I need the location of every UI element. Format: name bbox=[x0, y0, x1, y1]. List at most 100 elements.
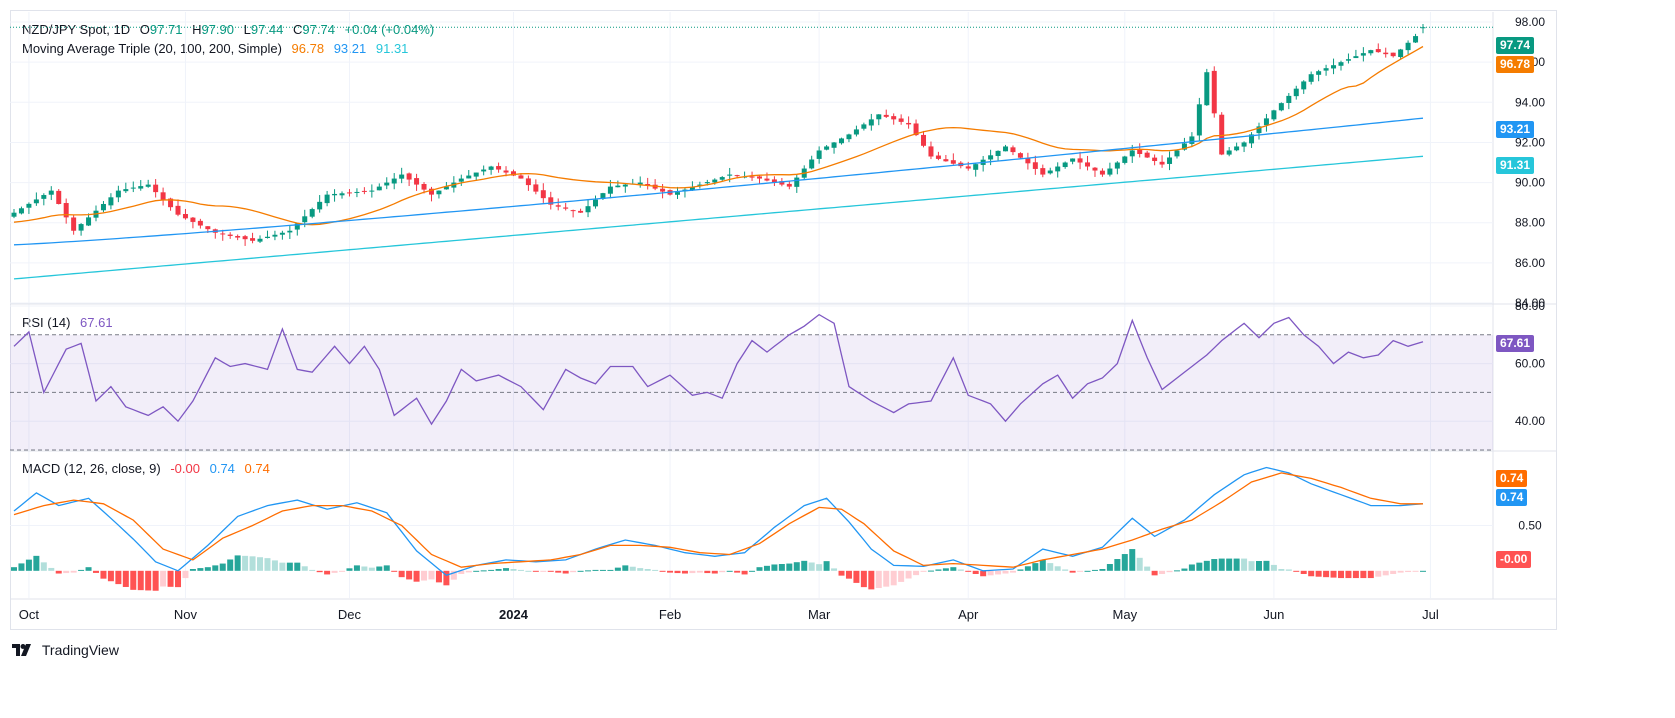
candle-body bbox=[1263, 118, 1269, 126]
candle-body bbox=[734, 175, 740, 177]
macd-histogram-bar bbox=[875, 570, 882, 589]
open-label: O bbox=[139, 22, 150, 37]
macd-histogram-bar bbox=[1337, 570, 1344, 579]
candle-body bbox=[1204, 72, 1210, 106]
macd-histogram-bar bbox=[1062, 569, 1069, 571]
tradingview-logo-icon[interactable] bbox=[12, 642, 38, 658]
candle-body bbox=[898, 118, 904, 122]
candle-body bbox=[369, 190, 375, 192]
macd-histogram-group bbox=[11, 549, 1426, 591]
macd-histogram-bar bbox=[1054, 566, 1061, 571]
ma-label[interactable]: Moving Average Triple (20, 100, 200, Sim… bbox=[22, 41, 282, 56]
candle-body bbox=[1017, 153, 1023, 158]
macd-histogram-bar bbox=[920, 570, 927, 572]
candle-body bbox=[1032, 162, 1038, 169]
macd-histogram-bar bbox=[913, 570, 920, 576]
candle-body bbox=[279, 232, 285, 235]
candle-body bbox=[153, 184, 159, 193]
macd-histogram-bar bbox=[18, 563, 25, 571]
macd-histogram-bar bbox=[1002, 570, 1009, 574]
candle-body bbox=[510, 171, 516, 176]
macd-histogram-bar bbox=[189, 569, 196, 571]
macd-histogram-bar bbox=[33, 555, 40, 571]
candle-body bbox=[1055, 166, 1061, 172]
macd-histogram-bar bbox=[301, 566, 308, 571]
candle-body bbox=[995, 150, 1001, 156]
candle-body bbox=[913, 123, 919, 136]
brand-name[interactable]: TradingView bbox=[41, 642, 119, 658]
macd-histogram-bar bbox=[1106, 564, 1113, 571]
candle-body bbox=[242, 236, 248, 240]
macd-histogram-bar bbox=[659, 570, 666, 572]
candle-body bbox=[1331, 65, 1337, 69]
y-tick-label: 92.00 bbox=[1515, 135, 1545, 149]
x-tick-label: Nov bbox=[174, 607, 198, 622]
candle-body bbox=[988, 155, 994, 160]
candle-body bbox=[324, 194, 330, 204]
macd-histogram-bar bbox=[1196, 562, 1203, 571]
candle-body bbox=[414, 178, 420, 185]
y-tick-label: 98.00 bbox=[1515, 15, 1545, 29]
macd-histogram-bar bbox=[741, 570, 748, 575]
x-tick-label: 2024 bbox=[499, 607, 529, 622]
macd-histogram-bar bbox=[480, 570, 487, 572]
macd-histogram-bar bbox=[48, 567, 55, 571]
macd-value: 0.74 bbox=[209, 461, 235, 476]
candle-body bbox=[1323, 68, 1329, 71]
candle-body bbox=[891, 116, 897, 120]
candle-body bbox=[1301, 81, 1307, 90]
candle-body bbox=[928, 146, 934, 157]
macd-histogram-bar bbox=[719, 570, 726, 573]
macd-histogram-bar bbox=[763, 565, 770, 571]
symbol-label[interactable]: NZD/JPY Spot, 1D bbox=[22, 22, 131, 37]
y-tick-label: 88.00 bbox=[1515, 216, 1545, 230]
candle-body bbox=[1338, 62, 1344, 66]
candle-body bbox=[764, 178, 770, 181]
macd-label[interactable]: MACD (12, 26, close, 9) bbox=[22, 461, 161, 476]
macd-histogram-bar bbox=[107, 570, 114, 582]
candle-body bbox=[339, 193, 345, 196]
macd-histogram-bar bbox=[1323, 570, 1330, 578]
candle-body bbox=[220, 233, 226, 235]
macd-histogram-bar bbox=[905, 570, 912, 579]
macd-signal-line bbox=[13, 472, 1423, 568]
macd-histogram-bar bbox=[1248, 561, 1255, 571]
macd-histogram-bar bbox=[1420, 570, 1426, 572]
candle-body bbox=[883, 114, 889, 117]
candle-body bbox=[1375, 49, 1381, 53]
macd-histogram-bar bbox=[1293, 570, 1300, 572]
macd-histogram-bar bbox=[562, 570, 569, 574]
candle-body bbox=[600, 193, 606, 199]
candle-body bbox=[816, 150, 822, 159]
candle-body bbox=[436, 190, 442, 195]
macd-histogram-bar bbox=[868, 570, 875, 590]
macd-histogram-bar bbox=[63, 570, 70, 574]
macd-histogram-bar bbox=[704, 570, 711, 574]
candles-group bbox=[11, 24, 1426, 246]
candle-body bbox=[391, 178, 397, 184]
macd-histogram-bar bbox=[749, 570, 756, 572]
macd-histogram-bar bbox=[1345, 570, 1352, 579]
candle-body bbox=[749, 176, 755, 178]
candle-body bbox=[287, 230, 293, 233]
candle-body bbox=[779, 181, 785, 185]
macd-histogram-bar bbox=[234, 555, 241, 571]
macd-histogram-bar bbox=[85, 567, 92, 571]
macd-histogram-bar bbox=[115, 570, 122, 585]
candle-body bbox=[1047, 170, 1053, 174]
macd-histogram-bar bbox=[1405, 570, 1412, 573]
candle-body bbox=[935, 155, 941, 159]
macd-histogram-bar bbox=[734, 570, 741, 573]
rsi-label[interactable]: RSI (14) bbox=[22, 315, 71, 330]
macd-histogram-bar bbox=[316, 570, 323, 573]
candle-body bbox=[1196, 104, 1202, 136]
x-tick-label: Jul bbox=[1422, 607, 1439, 622]
macd-histogram-bar bbox=[1211, 559, 1218, 571]
macd-histogram-bar bbox=[70, 570, 77, 573]
macd-histogram-bar bbox=[808, 562, 815, 571]
macd-histogram-bar bbox=[1069, 570, 1076, 573]
macd-histogram-bar bbox=[898, 570, 905, 582]
ma100-price-tag: 93.21 bbox=[1496, 121, 1535, 138]
macd-histogram-bar bbox=[637, 568, 644, 571]
chart-svg[interactable]: Oct Nov Dec 2024 Feb Mar Apr May Jun Jul 84.00 86.0… bbox=[0, 0, 1567, 660]
